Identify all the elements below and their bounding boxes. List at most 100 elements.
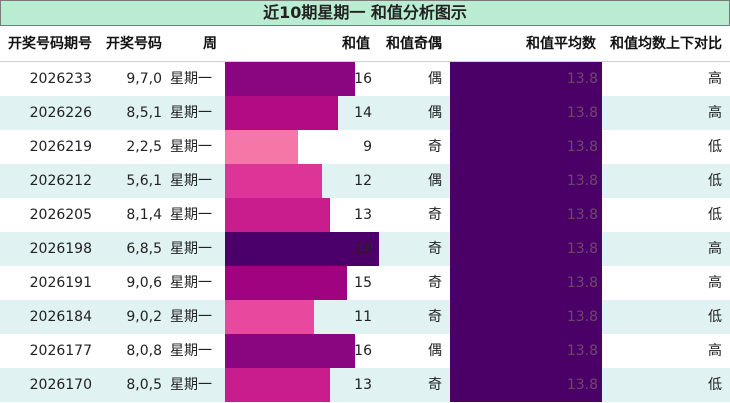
sum-cell: 9 <box>363 139 372 155</box>
average-bar <box>450 164 602 198</box>
numbers-cell: 6,8,5 <box>126 241 162 257</box>
compare-cell: 低 <box>708 309 722 325</box>
compare-cell: 高 <box>708 343 722 359</box>
sum-cell: 13 <box>354 207 372 223</box>
compare-cell: 高 <box>708 275 722 291</box>
average-bar <box>450 368 602 402</box>
issue-cell: 2026191 <box>29 275 92 291</box>
table-row: 2026233 9,7,0 星期一 16 偶 13.8 高 <box>0 62 730 96</box>
average-bar <box>450 232 602 266</box>
weekday-cell: 星期一 <box>170 105 212 121</box>
compare-cell: 低 <box>708 377 722 393</box>
table-row: 2026191 9,0,6 星期一 15 奇 13.8 高 <box>0 266 730 300</box>
weekday-cell: 星期一 <box>170 139 212 155</box>
table-row: 2026205 8,1,4 星期一 13 奇 13.8 低 <box>0 198 730 232</box>
issue-cell: 2026219 <box>29 139 92 155</box>
sum-bar <box>225 198 330 232</box>
sum-cell: 13 <box>354 377 372 393</box>
weekday-cell: 星期一 <box>170 343 212 359</box>
parity-cell: 奇 <box>428 309 442 325</box>
header-weekday: 周 <box>203 36 217 52</box>
weekday-cell: 星期一 <box>170 275 212 291</box>
table-row: 2026219 2,2,5 星期一 9 奇 13.8 低 <box>0 130 730 164</box>
header-compare: 和值均数上下对比 <box>610 36 722 52</box>
sum-bar <box>225 334 355 368</box>
sum-bar <box>225 368 330 402</box>
compare-cell: 高 <box>708 71 722 87</box>
parity-cell: 奇 <box>428 241 442 257</box>
issue-cell: 2026233 <box>29 71 92 87</box>
issue-cell: 2026212 <box>29 173 92 189</box>
average-cell: 13.8 <box>566 105 598 121</box>
table-row: 2026226 8,5,1 星期一 14 偶 13.8 高 <box>0 96 730 130</box>
parity-cell: 偶 <box>428 71 442 87</box>
issue-cell: 2026177 <box>29 343 92 359</box>
numbers-cell: 8,5,1 <box>126 105 162 121</box>
average-cell: 13.8 <box>566 71 598 87</box>
average-cell: 13.8 <box>566 173 598 189</box>
weekday-cell: 星期一 <box>170 309 212 325</box>
weekday-cell: 星期一 <box>170 71 212 87</box>
average-bar <box>450 96 602 130</box>
issue-cell: 2026198 <box>29 241 92 257</box>
table-title: 近10期星期一 和值分析图示 <box>0 0 730 26</box>
sum-cell: 11 <box>354 309 372 325</box>
sum-cell: 16 <box>354 71 372 87</box>
average-cell: 13.8 <box>566 139 598 155</box>
average-bar <box>450 266 602 300</box>
parity-cell: 偶 <box>428 173 442 189</box>
sum-bar <box>225 130 298 164</box>
weekday-cell: 星期一 <box>170 173 212 189</box>
parity-cell: 偶 <box>428 343 442 359</box>
header-numbers: 开奖号码 <box>106 36 162 52</box>
sum-bar <box>225 300 314 334</box>
parity-cell: 偶 <box>428 105 442 121</box>
compare-cell: 低 <box>708 173 722 189</box>
compare-cell: 低 <box>708 207 722 223</box>
sum-bar <box>225 232 379 266</box>
weekday-cell: 星期一 <box>170 241 212 257</box>
numbers-cell: 2,2,5 <box>126 139 162 155</box>
sum-cell: 15 <box>354 275 372 291</box>
table-row: 2026177 8,0,8 星期一 16 偶 13.8 高 <box>0 334 730 368</box>
compare-cell: 低 <box>708 139 722 155</box>
table-row: 2026170 8,0,5 星期一 13 奇 13.8 低 <box>0 368 730 402</box>
average-cell: 13.8 <box>566 343 598 359</box>
average-bar <box>450 300 602 334</box>
numbers-cell: 5,6,1 <box>126 173 162 189</box>
sum-cell: 19 <box>354 241 372 257</box>
average-bar <box>450 334 602 368</box>
parity-cell: 奇 <box>428 275 442 291</box>
sum-bar <box>225 96 338 130</box>
sum-bar <box>225 266 347 300</box>
parity-cell: 奇 <box>428 207 442 223</box>
average-cell: 13.8 <box>566 309 598 325</box>
average-bar <box>450 62 602 96</box>
parity-cell: 奇 <box>428 377 442 393</box>
issue-cell: 2026184 <box>29 309 92 325</box>
average-cell: 13.8 <box>566 207 598 223</box>
table-row: 2026184 9,0,2 星期一 11 奇 13.8 低 <box>0 300 730 334</box>
header-avg: 和值平均数 <box>526 36 596 52</box>
average-bar <box>450 198 602 232</box>
sum-cell: 16 <box>354 343 372 359</box>
issue-cell: 2026205 <box>29 207 92 223</box>
average-cell: 13.8 <box>566 275 598 291</box>
header-sum: 和值 <box>342 36 370 52</box>
table-row: 2026198 6,8,5 星期一 19 奇 13.8 高 <box>0 232 730 266</box>
compare-cell: 高 <box>708 241 722 257</box>
sum-bar <box>225 164 322 198</box>
average-cell: 13.8 <box>566 377 598 393</box>
table-row: 2026212 5,6,1 星期一 12 偶 13.8 低 <box>0 164 730 198</box>
numbers-cell: 8,0,5 <box>126 377 162 393</box>
numbers-cell: 9,7,0 <box>126 71 162 87</box>
sum-cell: 14 <box>354 105 372 121</box>
weekday-cell: 星期一 <box>170 207 212 223</box>
numbers-cell: 9,0,2 <box>126 309 162 325</box>
header-issue: 开奖号码期号 <box>8 36 92 52</box>
header-parity: 和值奇偶 <box>386 36 442 52</box>
header-divider <box>0 61 730 62</box>
numbers-cell: 8,1,4 <box>126 207 162 223</box>
sum-bar <box>225 62 355 96</box>
